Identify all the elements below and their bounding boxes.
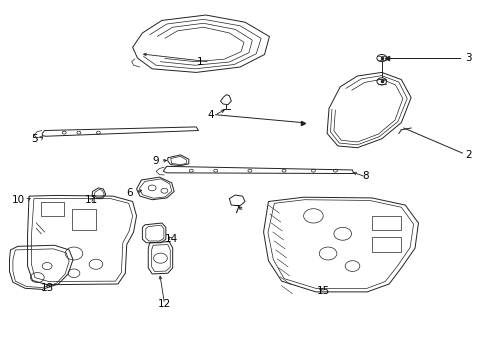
Text: 1: 1 bbox=[197, 57, 203, 67]
Text: 7: 7 bbox=[234, 206, 240, 216]
Text: 15: 15 bbox=[317, 286, 330, 296]
Text: 6: 6 bbox=[126, 188, 133, 198]
Text: 9: 9 bbox=[153, 156, 159, 166]
Text: 12: 12 bbox=[158, 299, 171, 309]
Text: 2: 2 bbox=[465, 150, 471, 160]
Text: 10: 10 bbox=[12, 195, 25, 205]
Text: 14: 14 bbox=[164, 234, 178, 244]
Text: 3: 3 bbox=[465, 53, 471, 63]
Text: 5: 5 bbox=[31, 134, 37, 144]
Text: 4: 4 bbox=[207, 111, 214, 121]
Text: 13: 13 bbox=[41, 283, 54, 293]
Text: 8: 8 bbox=[362, 171, 369, 181]
Text: 11: 11 bbox=[84, 195, 98, 205]
